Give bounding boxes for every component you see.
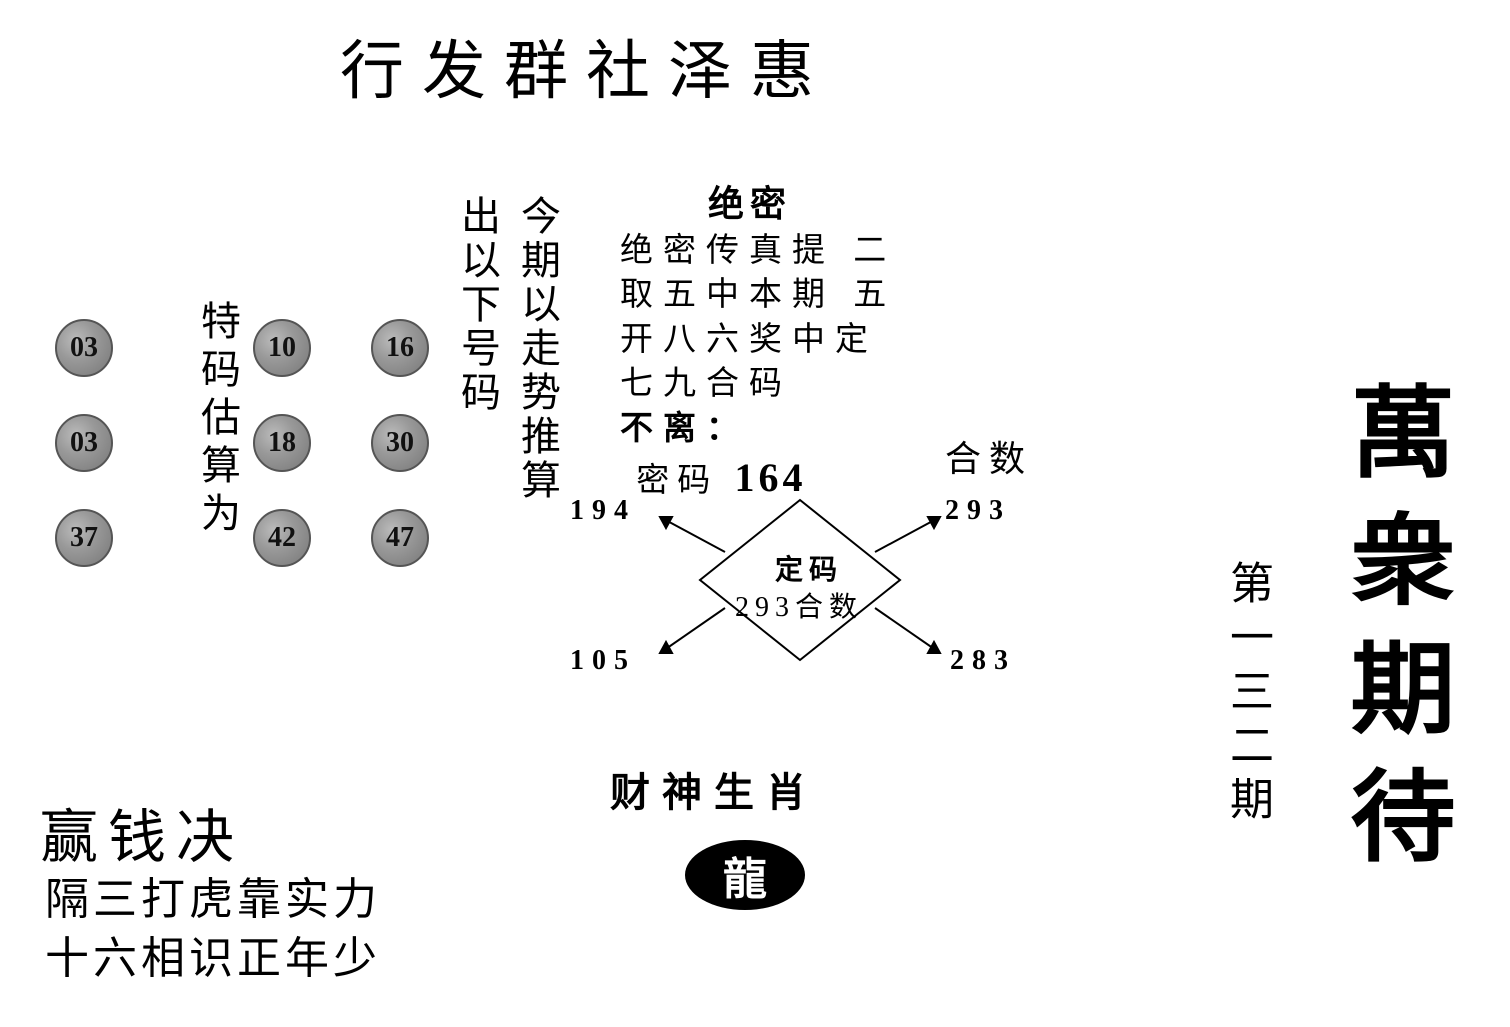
diamond-num-bl: 105 [570, 645, 636, 677]
number-ball: 47 [371, 509, 429, 567]
issue-number: 第一三二期 [1215, 560, 1279, 830]
number-ball: 03 [55, 414, 113, 472]
diamond-center-top: 定码 [775, 548, 843, 588]
number-ball: 37 [55, 509, 113, 567]
secret-line: 绝密传真提 二 [620, 229, 896, 274]
today-col-right: 今期以走势推算 [514, 195, 560, 503]
diamond-center-bottom: 293合数 [735, 585, 863, 625]
poem-bottom-l1: 隔三打虎靠实力 [45, 870, 381, 929]
ball-row: 03 18 30 [55, 395, 489, 490]
diamond-diagram: 194 293 105 283 定码 293合数 [580, 490, 1020, 720]
poem-bottom: 隔三打虎靠实力 十六相识正年少 [45, 870, 381, 989]
heshu-label: 合数 [945, 430, 1033, 482]
secret-heading: 绝密 [620, 180, 880, 229]
winmoney-title: 赢钱决 [40, 790, 244, 874]
number-ball: 30 [371, 414, 429, 472]
number-ball: 18 [253, 414, 311, 472]
number-balls-block: 特码估算为 03 10 16 03 18 30 37 42 47 [55, 300, 489, 585]
diamond-num-tr: 293 [945, 495, 1011, 527]
main-title: 行发群社泽惠 [340, 20, 832, 112]
number-ball: 10 [253, 319, 311, 377]
ball-row: 03 10 16 [55, 300, 489, 395]
buli-label: 不离： [620, 407, 1000, 452]
big-vertical-title: 萬衆期待 [1316, 380, 1468, 892]
secret-block: 绝密 绝密传真提 二 取五中本期 五 开八六奖中定 七九合码 不离： 密码 16… [620, 180, 1000, 505]
ball-row: 37 42 47 [55, 490, 489, 585]
diamond-num-br: 283 [950, 645, 1016, 677]
zodiac-pill: 龍 [685, 840, 805, 910]
secret-line: 开八六奖中定 [620, 318, 878, 363]
zodiac-text: 龍 [723, 843, 767, 907]
today-vertical-text: 出以下号码 今期以走势推算 [450, 195, 560, 503]
number-ball: 16 [371, 319, 429, 377]
poem-bottom-l2: 十六相识正年少 [45, 929, 381, 988]
secret-line: 取五中本期 五 [620, 273, 896, 318]
balls-label-vertical: 特码估算为 [185, 300, 240, 540]
number-ball: 42 [253, 509, 311, 567]
today-col-left: 出以下号码 [454, 195, 500, 415]
diamond-num-tl: 194 [570, 495, 636, 527]
number-ball: 03 [55, 319, 113, 377]
secret-line: 七九合码 [620, 362, 792, 407]
caishen-label: 财神生肖 [610, 760, 818, 818]
secret-poem: 绝密传真提 二 取五中本期 五 开八六奖中定 七九合码 [620, 229, 1000, 407]
